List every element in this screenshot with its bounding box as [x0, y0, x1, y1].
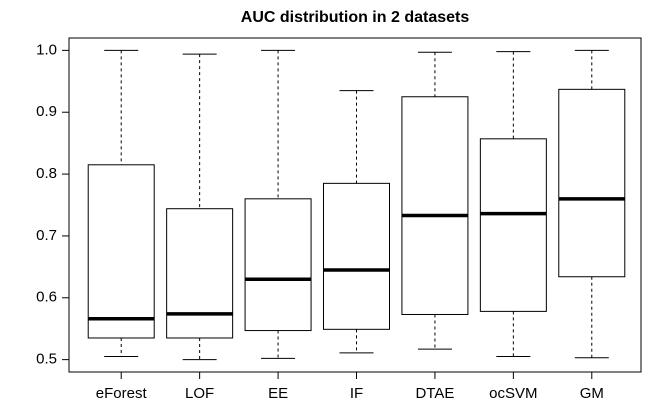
box: [401, 96, 469, 315]
x-tick-label: ocSVM: [489, 385, 537, 402]
y-tick-label: 0.6: [36, 289, 57, 306]
y-tick-label: 0.5: [36, 351, 57, 368]
x-tick-label: IF: [350, 385, 363, 402]
x-tick-label: eForest: [96, 385, 148, 402]
box: [323, 182, 390, 330]
box: [479, 138, 547, 312]
x-tick-label: LOF: [185, 385, 214, 402]
box: [87, 164, 155, 339]
x-tick-label: GM: [580, 385, 604, 402]
x-tick-label: EE: [268, 385, 288, 402]
y-tick-label: 0.7: [36, 227, 57, 244]
box: [166, 208, 234, 339]
y-tick-label: 0.9: [36, 103, 57, 120]
y-tick-label: 1.0: [36, 41, 57, 58]
box: [558, 88, 626, 278]
box: [244, 198, 312, 332]
y-tick-label: 0.8: [36, 165, 57, 182]
x-tick-label: DTAE: [415, 385, 454, 402]
chart-title: AUC distribution in 2 datasets: [241, 9, 470, 26]
plot-frame: [68, 37, 642, 373]
